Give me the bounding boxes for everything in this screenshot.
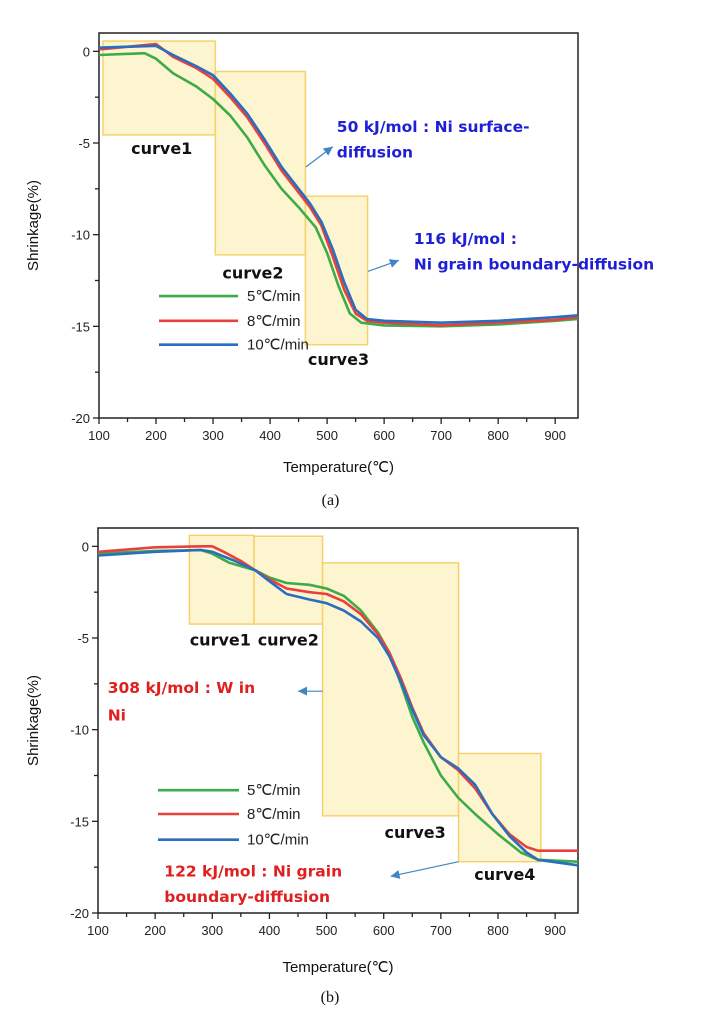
- x-tick-label: 400: [259, 923, 281, 938]
- x-tick-label: 700: [430, 923, 452, 938]
- x-axis-label: Temperature(℃): [283, 459, 394, 476]
- annotation-arrow: [390, 861, 459, 877]
- x-tick-label: 600: [373, 923, 395, 938]
- panel-caption: (b): [321, 989, 340, 1006]
- x-tick-label: 100: [87, 923, 109, 938]
- y-tick-label: 0: [82, 539, 89, 554]
- series-line-1: [98, 42, 579, 327]
- series-line-2: [97, 548, 579, 867]
- arrow-head: [322, 146, 333, 156]
- x-tick-label: 500: [316, 428, 338, 443]
- legend-label: 8℃/min: [247, 313, 301, 330]
- x-tick-label: 400: [259, 428, 281, 443]
- x-tick-label: 200: [144, 923, 166, 938]
- chart-panel-a: curve1 curve2 curve3 50 kJ/mol : Ni surface…: [25, 32, 654, 509]
- y-tick-label: -10: [70, 723, 89, 738]
- arrow-head: [388, 259, 399, 268]
- region-label: curve3: [308, 350, 369, 369]
- legend-label: 5℃/min: [247, 288, 301, 305]
- x-tick-label: 200: [145, 428, 167, 443]
- region-label: curve3: [385, 823, 446, 842]
- x-tick-label: 100: [88, 428, 110, 443]
- region-box-curve1: [188, 534, 255, 625]
- x-tick-label: 300: [201, 923, 223, 938]
- y-axis-label: Shrinkage(%): [25, 180, 42, 271]
- y-tick-label: 0: [83, 44, 90, 59]
- legend-label: 5℃/min: [247, 782, 301, 799]
- series-line-2: [98, 44, 579, 324]
- region-label: curve2: [258, 630, 319, 649]
- x-tick-label: 300: [202, 428, 224, 443]
- region-label: curve1: [131, 139, 192, 158]
- region-box-curve4: [457, 752, 542, 863]
- arrow-head: [390, 870, 401, 879]
- series-line-0: [97, 548, 579, 863]
- x-tick-label: 500: [316, 923, 338, 938]
- y-tick-label: -5: [78, 136, 90, 151]
- legend-label: 8℃/min: [247, 806, 301, 823]
- x-tick-label: 900: [544, 428, 566, 443]
- y-tick-label: -10: [71, 228, 90, 243]
- annotation-text: diffusion: [337, 144, 413, 162]
- y-tick-label: -20: [71, 411, 90, 426]
- chart-panel-b: curve1 curve2 curve3 curve4 308 kJ/mol : W i…: [25, 527, 579, 1006]
- annotation-text: Ni: [108, 707, 126, 725]
- x-axis-label: Temperature(℃): [282, 959, 393, 976]
- x-tick-label: 800: [487, 428, 509, 443]
- y-tick-label: -5: [77, 631, 89, 646]
- annotation-text: 50 kJ/mol : Ni surface-: [337, 118, 530, 136]
- arrow-head: [298, 686, 307, 696]
- region-label: curve4: [474, 865, 535, 884]
- panel-caption: (a): [322, 492, 340, 509]
- x-tick-label: 800: [487, 923, 509, 938]
- region-box-curve3: [321, 562, 460, 817]
- region-box-curve2: [253, 535, 324, 625]
- legend-label: 10℃/min: [247, 832, 309, 849]
- y-tick-label: -20: [70, 906, 89, 921]
- annotation-text: 308 kJ/mol : W in: [108, 679, 255, 697]
- region-label: curve1: [190, 630, 251, 649]
- series-line-0: [98, 51, 579, 328]
- x-tick-label: 900: [544, 923, 566, 938]
- x-tick-label: 600: [373, 428, 395, 443]
- region-label: curve2: [222, 264, 283, 283]
- annotation-text: boundary-diffusion: [164, 888, 330, 906]
- legend-label: 10℃/min: [247, 337, 309, 354]
- annotation-text: Ni grain boundary-diffusion: [414, 256, 654, 274]
- y-tick-label: -15: [70, 814, 89, 829]
- y-tick-label: -15: [71, 319, 90, 334]
- x-tick-label: 700: [430, 428, 452, 443]
- annotation-text: 122 kJ/mol : Ni grain: [164, 862, 342, 880]
- annotation-text: 116 kJ/mol :: [414, 230, 517, 248]
- region-box-curve2: [214, 70, 307, 256]
- y-axis-label: Shrinkage(%): [25, 675, 42, 766]
